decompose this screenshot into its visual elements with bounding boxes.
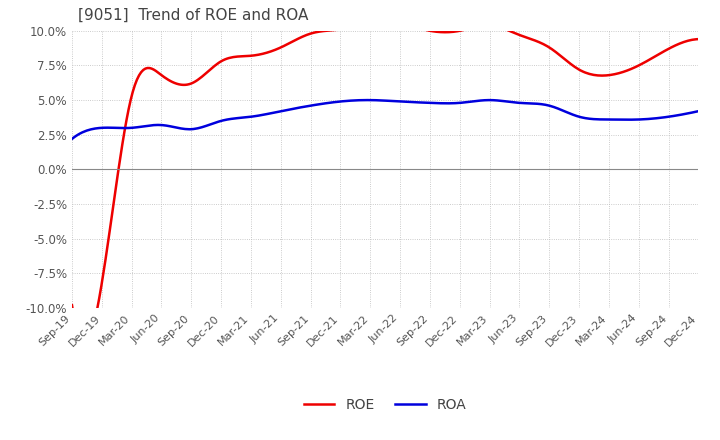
- ROA: [443, 101, 451, 106]
- ROA: [70, 135, 78, 140]
- Line: ROE: ROE: [72, 23, 698, 345]
- ROA: [441, 101, 449, 106]
- ROE: [455, 28, 464, 33]
- ROA: [598, 117, 606, 122]
- ROA: [637, 117, 646, 122]
- ROE: [694, 37, 703, 42]
- ROE: [80, 343, 89, 348]
- ROA: [363, 97, 372, 103]
- ROA: [453, 100, 462, 106]
- ROE: [70, 316, 78, 321]
- ROE: [600, 73, 608, 78]
- ROE: [443, 29, 451, 35]
- ROE: [68, 303, 76, 308]
- Text: [9051]  Trend of ROE and ROA: [9051] Trend of ROE and ROA: [78, 7, 309, 23]
- ROA: [68, 136, 76, 142]
- ROE: [382, 20, 390, 26]
- Line: ROA: ROA: [72, 100, 698, 139]
- Legend: ROE, ROA: ROE, ROA: [298, 392, 472, 418]
- ROE: [445, 29, 454, 35]
- ROA: [694, 109, 703, 114]
- ROE: [639, 60, 648, 66]
